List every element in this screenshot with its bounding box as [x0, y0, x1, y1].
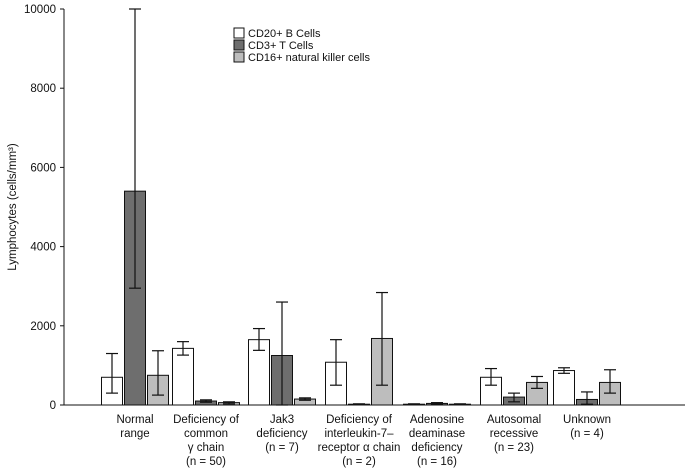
y-axis-title: Lymphocytes (cells/mm³) [7, 143, 19, 271]
category-label-line: Normal [116, 414, 153, 426]
y-ticks: 0 2000 4000 6000 8000 10000 [24, 4, 64, 412]
category-label-line: common [184, 428, 228, 440]
y-tick-label: 0 [50, 400, 56, 412]
category-label-line: Deficiency of [173, 414, 240, 426]
category-label-line: deficiency [411, 442, 462, 454]
legend-swatch-0 [233, 27, 245, 39]
category-label-line: deficiency [256, 428, 307, 440]
category-label: Unknown (n = 4) [563, 414, 611, 440]
legend-swatch-2 [233, 51, 245, 63]
category-label-line: (n = 4) [570, 428, 604, 440]
category-label-line: (n = 7) [265, 442, 299, 454]
category-label: Adenosine deaminase deficiency (n = 16) [409, 414, 465, 468]
legend-label-0: CD20+ B Cells [248, 28, 321, 40]
category-labels: Normal range Deficiency of common γ chain (n … [116, 414, 611, 468]
category-label-line: Adenosine [410, 414, 464, 426]
category-label-line: range [120, 428, 149, 440]
y-tick-label: 6000 [30, 162, 56, 174]
category-label: Deficiency of interleukin-7– receptor α ch… [318, 414, 401, 468]
category-label-line: (n = 23) [494, 442, 534, 454]
category-label-line: recessive [490, 428, 539, 440]
error-bars [106, 8, 616, 406]
category-label-line: receptor α chain [318, 442, 401, 454]
category-label: Normal range [116, 414, 153, 440]
y-tick-label: 2000 [30, 321, 56, 333]
category-label-line: deaminase [409, 428, 465, 440]
category-label-line: (n = 2) [342, 456, 376, 468]
category-label-line: Jak3 [270, 414, 294, 426]
category-label: Deficiency of common γ chain (n = 50) [173, 414, 240, 468]
category-label-line: interleukin-7– [324, 428, 394, 440]
category-label: Autosomal recessive (n = 23) [487, 414, 541, 454]
category-label-line: Unknown [563, 414, 611, 426]
category-label-line: (n = 16) [417, 456, 457, 468]
legend-label-1: CD3+ T Cells [248, 40, 314, 52]
category-label-line: (n = 50) [186, 456, 226, 468]
category-label-line: Autosomal [487, 414, 541, 426]
bar-series-0-cat-6 [553, 370, 575, 406]
category-label-line: γ chain [188, 442, 224, 454]
bar-series-0-cat-1 [172, 347, 194, 406]
legend-label-2: CD16+ natural killer cells [248, 52, 370, 64]
y-tick-label: 8000 [30, 83, 56, 95]
y-tick-label: 10000 [24, 4, 56, 16]
category-label: Jak3 deficiency (n = 7) [256, 414, 307, 454]
bars [101, 190, 621, 406]
category-label-line: Deficiency of [326, 414, 393, 426]
y-tick-label: 4000 [30, 242, 56, 254]
legend-swatch-1 [233, 39, 245, 51]
